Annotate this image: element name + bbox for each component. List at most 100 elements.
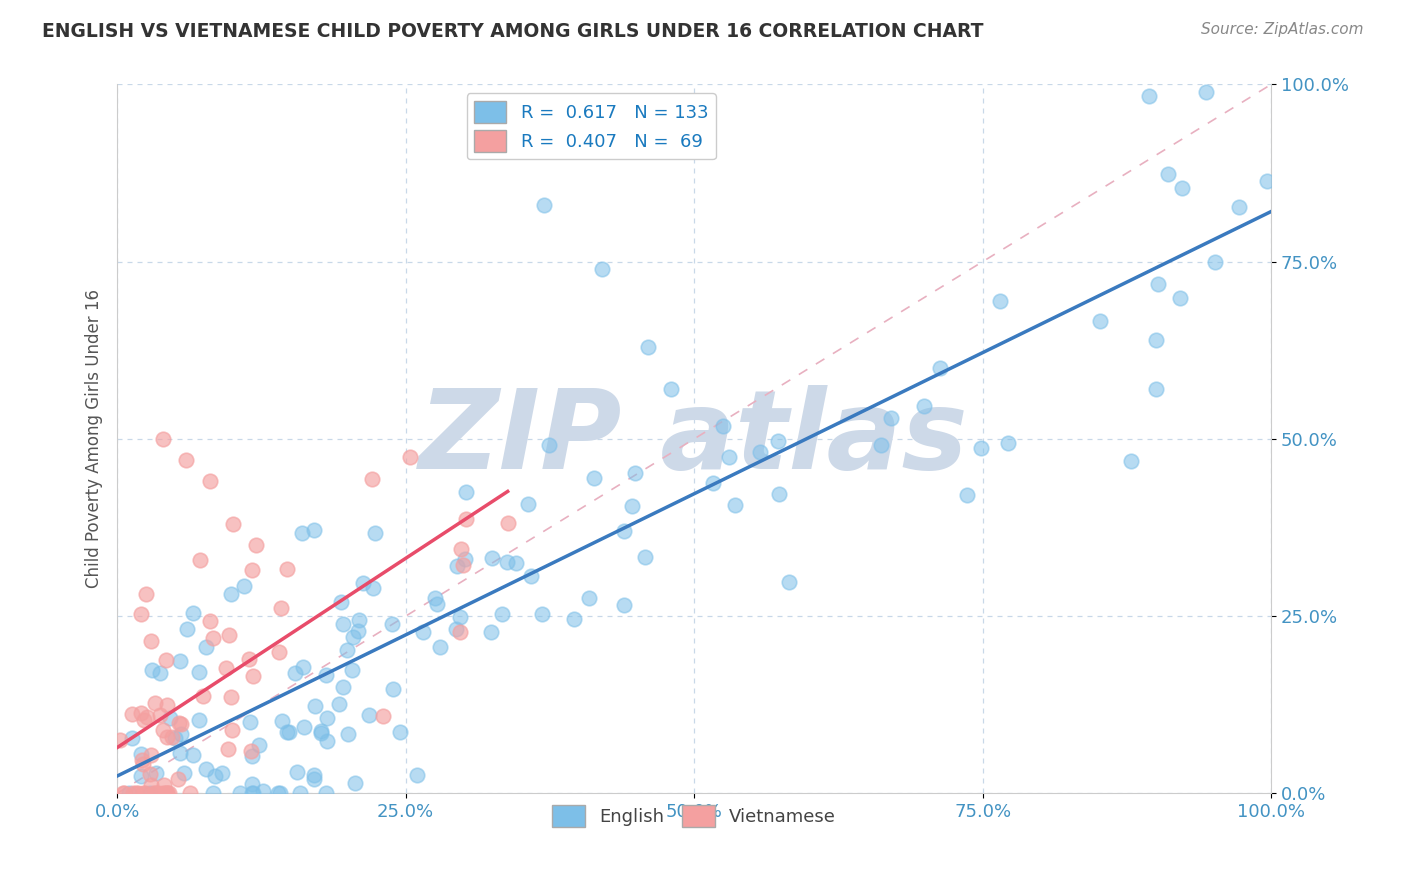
Point	[139, 786, 162, 800]
Point	[149, 665, 172, 680]
Point	[315, 786, 337, 800]
Point	[183, 606, 205, 620]
Point	[347, 613, 370, 627]
Point	[169, 654, 191, 668]
Point	[328, 697, 350, 711]
Point	[768, 487, 790, 501]
Point	[399, 450, 422, 464]
Point	[211, 765, 233, 780]
Point	[870, 437, 893, 451]
Point	[160, 731, 183, 745]
Point	[131, 786, 153, 800]
Point	[143, 786, 166, 800]
Point	[129, 747, 152, 761]
Point	[181, 748, 204, 763]
Point	[155, 653, 177, 667]
Point	[444, 622, 467, 636]
Point	[267, 644, 290, 658]
Point	[218, 628, 240, 642]
Point	[239, 715, 262, 730]
Point	[269, 786, 291, 800]
Point	[155, 786, 177, 800]
Point	[121, 786, 143, 800]
Point	[215, 660, 238, 674]
Point	[1146, 277, 1168, 292]
Point	[621, 499, 644, 513]
Point	[221, 587, 243, 601]
Point	[188, 553, 211, 567]
Point	[304, 772, 326, 786]
Point	[304, 523, 326, 537]
Point	[332, 616, 354, 631]
Point	[997, 435, 1019, 450]
Point	[405, 768, 427, 782]
Point	[146, 786, 169, 800]
Point	[121, 707, 143, 722]
Point	[270, 714, 292, 728]
Point	[195, 762, 218, 776]
Legend: English, Vietnamese: English, Vietnamese	[546, 797, 844, 834]
Point	[533, 198, 555, 212]
Text: Source: ZipAtlas.com: Source: ZipAtlas.com	[1201, 22, 1364, 37]
Point	[152, 778, 174, 792]
Point	[149, 707, 172, 722]
Point	[450, 541, 472, 556]
Point	[127, 786, 149, 800]
Point	[131, 753, 153, 767]
Point	[1119, 454, 1142, 468]
Point	[768, 434, 790, 448]
Point	[131, 607, 153, 621]
Point	[332, 681, 354, 695]
Point	[232, 579, 254, 593]
Point	[1144, 382, 1167, 396]
Point	[176, 453, 198, 467]
Point	[266, 786, 288, 800]
Point	[382, 682, 405, 697]
Point	[1256, 174, 1278, 188]
Point	[388, 725, 411, 739]
Point	[221, 723, 243, 737]
Point	[304, 699, 326, 714]
Point	[429, 640, 451, 655]
Point	[134, 713, 156, 727]
Point	[711, 418, 734, 433]
Point	[245, 538, 267, 552]
Point	[156, 786, 179, 800]
Point	[423, 591, 446, 605]
Point	[316, 711, 339, 725]
Point	[537, 437, 560, 451]
Point	[1204, 254, 1226, 268]
Point	[724, 499, 747, 513]
Point	[108, 732, 131, 747]
Point	[169, 715, 191, 730]
Point	[187, 665, 209, 679]
Point	[121, 731, 143, 745]
Point	[201, 786, 224, 800]
Point	[988, 293, 1011, 308]
Point	[970, 441, 993, 455]
Point	[1171, 181, 1194, 195]
Point	[446, 558, 468, 573]
Point	[624, 466, 647, 480]
Point	[291, 525, 314, 540]
Point	[613, 598, 636, 612]
Text: ZIP atlas: ZIP atlas	[419, 385, 969, 492]
Point	[1157, 167, 1180, 181]
Point	[165, 731, 187, 746]
Point	[353, 575, 375, 590]
Point	[343, 776, 366, 790]
Point	[152, 723, 174, 737]
Y-axis label: Child Poverty Among Girls Under 16: Child Poverty Among Girls Under 16	[86, 289, 103, 589]
Point	[330, 595, 353, 609]
Point	[340, 663, 363, 677]
Point	[276, 724, 298, 739]
Point	[778, 574, 800, 589]
Point	[284, 665, 307, 680]
Point	[456, 512, 478, 526]
Point	[347, 624, 370, 639]
Point	[491, 607, 513, 621]
Point	[1195, 85, 1218, 99]
Point	[412, 625, 434, 640]
Point	[221, 516, 243, 531]
Point	[139, 767, 162, 781]
